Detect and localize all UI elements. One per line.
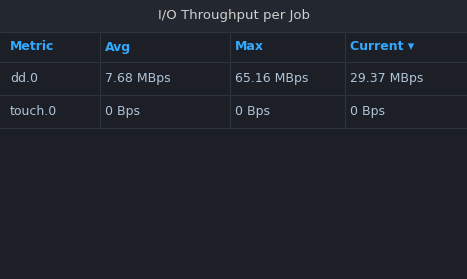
Text: dd.0: dd.0 xyxy=(10,72,38,85)
Text: touch.0: touch.0 xyxy=(10,105,57,118)
Text: 29.37 MBps: 29.37 MBps xyxy=(350,72,424,85)
Text: 0 Bps: 0 Bps xyxy=(105,105,140,118)
Text: 0 Bps: 0 Bps xyxy=(235,105,270,118)
Text: I/O Throughput per Job: I/O Throughput per Job xyxy=(157,9,310,23)
Text: 0 Bps: 0 Bps xyxy=(350,105,385,118)
Text: Avg: Avg xyxy=(105,40,131,54)
Text: 7.68 MBps: 7.68 MBps xyxy=(105,72,170,85)
Text: Max: Max xyxy=(235,40,264,54)
Text: Metric: Metric xyxy=(10,40,54,54)
Text: Current ▾: Current ▾ xyxy=(350,40,414,54)
Text: 65.16 MBps: 65.16 MBps xyxy=(235,72,308,85)
Bar xyxy=(0,0,467,32)
